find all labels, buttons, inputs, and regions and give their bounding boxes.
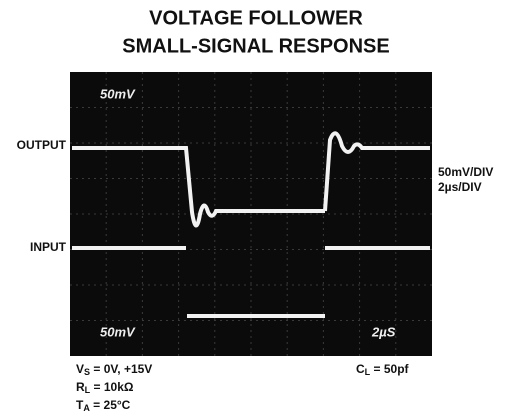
scope-label: 2µS xyxy=(371,324,396,339)
condition: TA = 25°C xyxy=(76,398,131,413)
output-trace xyxy=(323,131,430,212)
scale-note: 2µs/DIV xyxy=(438,180,482,194)
title-line: VOLTAGE FOLLOWER xyxy=(149,7,363,29)
trace-label: OUTPUT xyxy=(17,138,67,152)
waveforms xyxy=(72,131,430,318)
condition: VS = 0V, +15V xyxy=(76,362,152,377)
title-line: SMALL-SIGNAL RESPONSE xyxy=(122,35,389,57)
trace-label: INPUT xyxy=(30,240,67,254)
output-trace xyxy=(72,146,325,228)
scope-grid xyxy=(70,72,432,356)
condition: CL = 50pf xyxy=(356,362,410,377)
scope-label: 50mV xyxy=(100,86,136,101)
scale-note: 50mV/DIV xyxy=(438,165,493,179)
condition: RL = 10kΩ xyxy=(76,380,134,395)
scope-label: 50mV xyxy=(100,324,136,339)
